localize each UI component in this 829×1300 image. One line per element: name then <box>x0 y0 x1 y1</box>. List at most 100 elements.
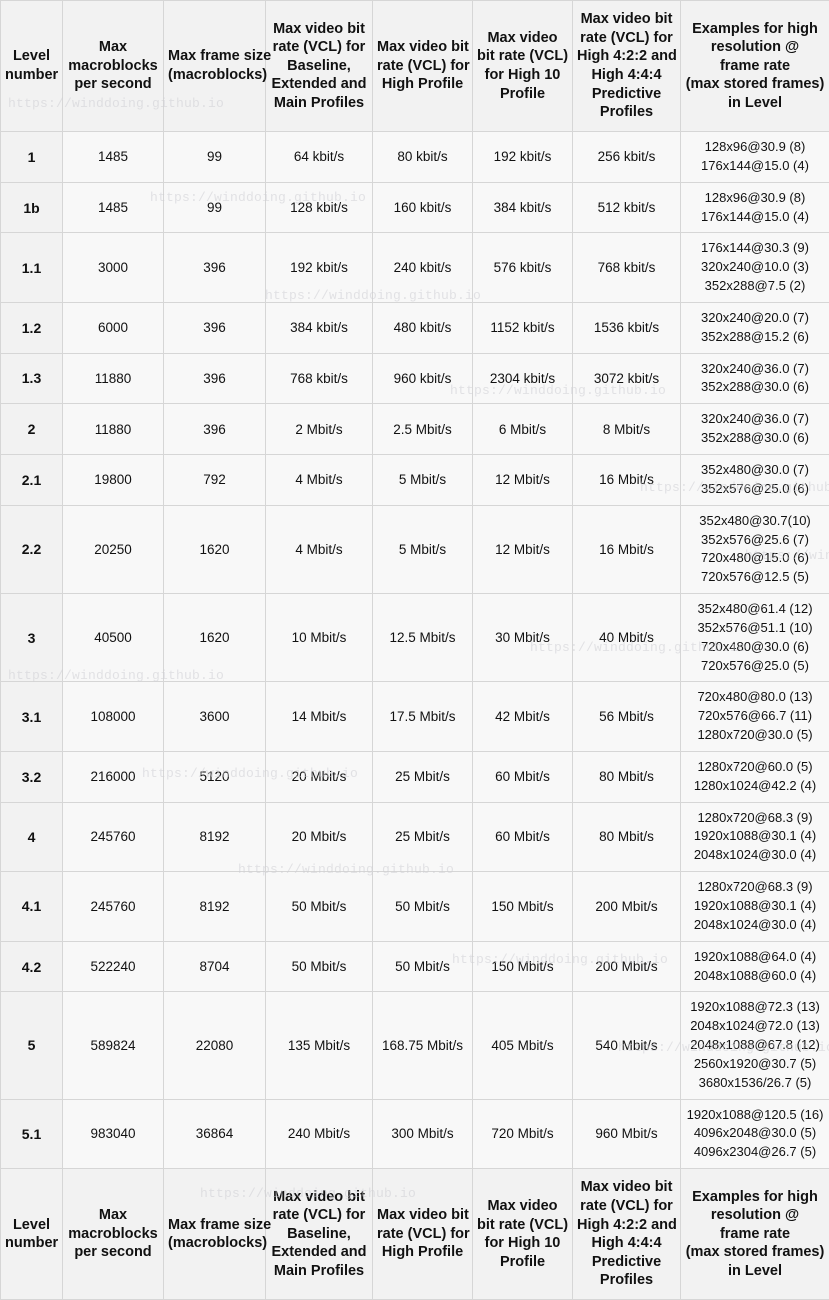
header-line: Main Profiles <box>270 94 368 113</box>
header-line: per second <box>67 75 159 94</box>
header-line: rate (VCL) for <box>270 38 368 57</box>
cell-level-number: 1.3 <box>1 353 63 404</box>
cell-max-macroblocks-per-second: 216000 <box>63 751 164 802</box>
header-line: frame rate <box>685 57 825 76</box>
example-resolution-line: 352x576@25.6 (7) <box>685 531 825 550</box>
example-resolution-line: 128x96@30.9 (8) <box>685 189 825 208</box>
example-resolution-line: 320x240@36.0 (7) <box>685 410 825 429</box>
cell-bitrate-high10: 6 Mbit/s <box>473 404 573 455</box>
example-resolution-line: 1280x1024@42.2 (4) <box>685 777 825 796</box>
cell-bitrate-baseline: 50 Mbit/s <box>266 872 373 942</box>
cell-level-number: 4 <box>1 802 63 872</box>
cell-bitrate-high10: 150 Mbit/s <box>473 872 573 942</box>
cell-level-number: 5 <box>1 992 63 1099</box>
cell-examples: 1920x1088@72.3 (13)2048x1024@72.0 (13)20… <box>681 992 829 1099</box>
header-line: (max stored frames) <box>685 75 825 94</box>
cell-max-macroblocks-per-second: 40500 <box>63 594 164 682</box>
header-line: Max video <box>477 1197 568 1216</box>
cell-bitrate-baseline: 128 kbit/s <box>266 182 373 233</box>
cell-bitrate-baseline: 14 Mbit/s <box>266 682 373 752</box>
header-line: Extended and <box>270 75 368 94</box>
cell-examples: 352x480@30.7(10)352x576@25.6 (7)720x480@… <box>681 505 829 593</box>
cell-bitrate-high10: 12 Mbit/s <box>473 454 573 505</box>
header-line: in Level <box>685 94 825 113</box>
cell-bitrate-high: 168.75 Mbit/s <box>373 992 473 1099</box>
cell-examples: 1280x720@60.0 (5)1280x1024@42.2 (4) <box>681 751 829 802</box>
cell-bitrate-high422: 256 kbit/s <box>573 132 681 183</box>
cell-examples: 352x480@61.4 (12)352x576@51.1 (10)720x48… <box>681 594 829 682</box>
cell-max-frame-size: 22080 <box>164 992 266 1099</box>
example-resolution-line: 176x144@15.0 (4) <box>685 157 825 176</box>
cell-max-macroblocks-per-second: 6000 <box>63 302 164 353</box>
header-line: Level <box>5 1216 58 1235</box>
header-line: Profile <box>477 1253 568 1272</box>
cell-bitrate-high10: 192 kbit/s <box>473 132 573 183</box>
cell-examples: 1920x1088@120.5 (16)4096x2048@30.0 (5)40… <box>681 1099 829 1169</box>
example-resolution-line: 176x144@15.0 (4) <box>685 208 825 227</box>
example-resolution-line: 720x576@12.5 (5) <box>685 568 825 587</box>
example-resolution-line: 1280x720@30.0 (5) <box>685 726 825 745</box>
cell-max-frame-size: 5120 <box>164 751 266 802</box>
cell-bitrate-baseline: 10 Mbit/s <box>266 594 373 682</box>
cell-bitrate-high422: 40 Mbit/s <box>573 594 681 682</box>
example-resolution-line: 352x480@30.0 (7) <box>685 461 825 480</box>
cell-bitrate-baseline: 192 kbit/s <box>266 233 373 303</box>
example-resolution-line: 352x288@30.0 (6) <box>685 378 825 397</box>
header-line: Max video bit <box>377 1206 468 1225</box>
header-line: rate (VCL) for <box>270 1206 368 1225</box>
cell-max-frame-size: 396 <box>164 302 266 353</box>
header-line: Profiles <box>577 103 676 122</box>
example-resolution-line: 1280x720@60.0 (5) <box>685 758 825 777</box>
cell-max-frame-size: 396 <box>164 353 266 404</box>
example-resolution-line: 720x576@25.0 (5) <box>685 657 825 676</box>
cell-examples: 128x96@30.9 (8)176x144@15.0 (4) <box>681 132 829 183</box>
cell-max-macroblocks-per-second: 589824 <box>63 992 164 1099</box>
cell-level-number: 3.2 <box>1 751 63 802</box>
cell-examples: 320x240@36.0 (7)352x288@30.0 (6) <box>681 353 829 404</box>
header-line: High Profile <box>377 1243 468 1262</box>
header-line: rate (VCL) for <box>577 1197 676 1216</box>
example-resolution-line: 3680x1536/26.7 (5) <box>685 1074 825 1093</box>
header-line: Max video <box>477 29 568 48</box>
header-line: in Level <box>685 1262 825 1281</box>
cell-examples: 320x240@20.0 (7)352x288@15.2 (6) <box>681 302 829 353</box>
cell-bitrate-baseline: 768 kbit/s <box>266 353 373 404</box>
header-line: Max <box>67 1206 159 1225</box>
example-resolution-line: 4096x2304@26.7 (5) <box>685 1143 825 1162</box>
header-line: Max video bit <box>270 20 368 39</box>
example-resolution-line: 352x576@25.0 (6) <box>685 480 825 499</box>
cell-examples: 352x480@30.0 (7)352x576@25.0 (6) <box>681 454 829 505</box>
header-line: Max frame size <box>168 1216 261 1235</box>
cell-level-number: 1 <box>1 132 63 183</box>
cell-bitrate-baseline: 20 Mbit/s <box>266 802 373 872</box>
header-line: Main Profiles <box>270 1262 368 1281</box>
example-resolution-line: 352x288@7.5 (2) <box>685 277 825 296</box>
cell-bitrate-baseline: 384 kbit/s <box>266 302 373 353</box>
cell-max-macroblocks-per-second: 11880 <box>63 404 164 455</box>
header-line: Max <box>67 38 159 57</box>
example-resolution-line: 2048x1088@67.8 (12) <box>685 1036 825 1055</box>
header-line: Max video bit <box>577 1178 676 1197</box>
cell-examples: 176x144@30.3 (9)320x240@10.0 (3)352x288@… <box>681 233 829 303</box>
cell-max-macroblocks-per-second: 19800 <box>63 454 164 505</box>
example-resolution-line: 1920x1088@72.3 (13) <box>685 998 825 1017</box>
header-line: for High 10 <box>477 1234 568 1253</box>
header-line: macroblocks <box>67 1225 159 1244</box>
cell-level-number: 1.1 <box>1 233 63 303</box>
cell-bitrate-high: 2.5 Mbit/s <box>373 404 473 455</box>
cell-bitrate-high: 160 kbit/s <box>373 182 473 233</box>
header-line: High 4:2:2 and <box>577 47 676 66</box>
